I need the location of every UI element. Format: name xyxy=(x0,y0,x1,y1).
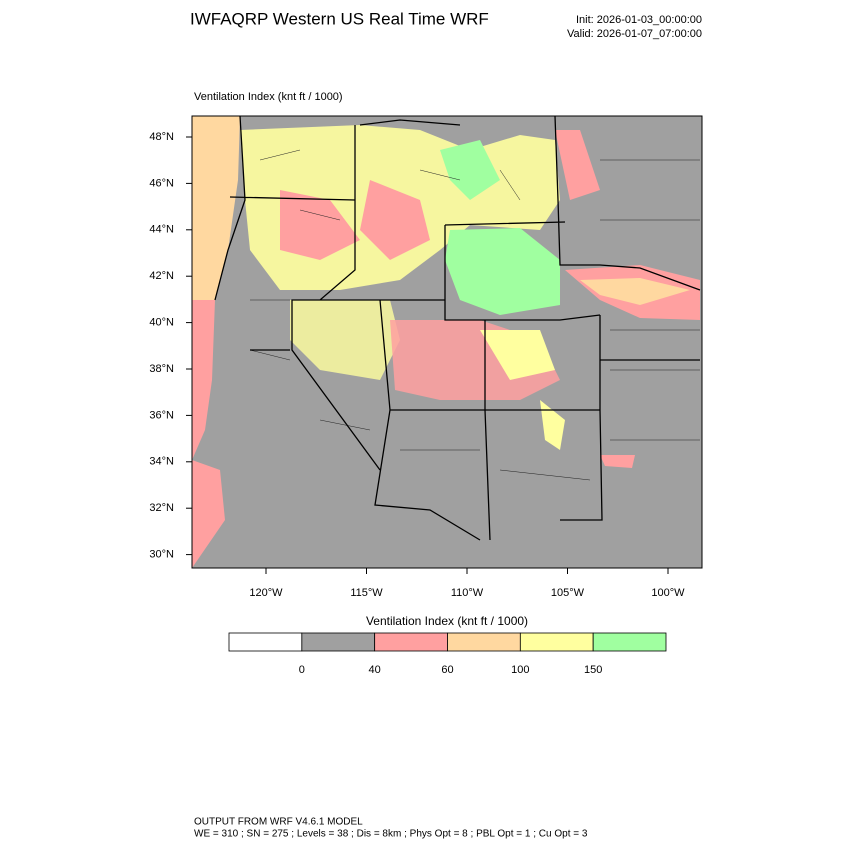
lat-label: 32°N xyxy=(149,502,174,514)
init-time: Init: 2026-01-03_00:00:00 xyxy=(576,14,702,26)
map-label: Ventilation Index (knt ft / 1000) xyxy=(194,91,343,103)
lat-label: 46°N xyxy=(149,177,174,189)
lat-label: 48°N xyxy=(149,131,174,143)
legend-label: 150 xyxy=(584,664,602,676)
lat-label: 42°N xyxy=(149,270,174,282)
legend-swatch xyxy=(447,632,521,652)
legend-label: 100 xyxy=(511,664,529,676)
lat-label: 34°N xyxy=(149,456,174,468)
valid-time: Valid: 2026-01-07_07:00:00 xyxy=(567,28,702,40)
lat-label: 38°N xyxy=(149,363,174,375)
legend-swatch xyxy=(519,632,594,652)
legend-label: 60 xyxy=(441,664,453,676)
legend-label: 40 xyxy=(369,664,381,676)
map xyxy=(191,115,703,569)
legend-swatch xyxy=(592,632,667,652)
legend-title: Ventilation Index (knt ft / 1000) xyxy=(366,614,528,628)
footer-line: WE = 310 ; SN = 275 ; Levels = 38 ; Dis … xyxy=(194,829,588,840)
legend-swatch xyxy=(374,632,448,652)
lat-label: 40°N xyxy=(149,317,174,329)
lon-label: 115°W xyxy=(350,587,383,599)
lat-label: 44°N xyxy=(149,224,174,236)
legend-swatch xyxy=(228,632,303,652)
lon-label: 120°W xyxy=(249,587,283,599)
legend-swatch xyxy=(301,632,376,652)
footer-line: OUTPUT FROM WRF V4.6.1 MODEL xyxy=(194,817,363,828)
lat-label: 36°N xyxy=(149,409,174,421)
lon-label: 110°W xyxy=(451,587,484,599)
lat-label: 30°N xyxy=(149,549,174,561)
title: IWFAQRP Western US Real Time WRF xyxy=(190,9,489,28)
lon-label: 105°W xyxy=(551,587,585,599)
legend-label: 0 xyxy=(299,664,305,676)
lon-label: 100°W xyxy=(651,587,685,599)
